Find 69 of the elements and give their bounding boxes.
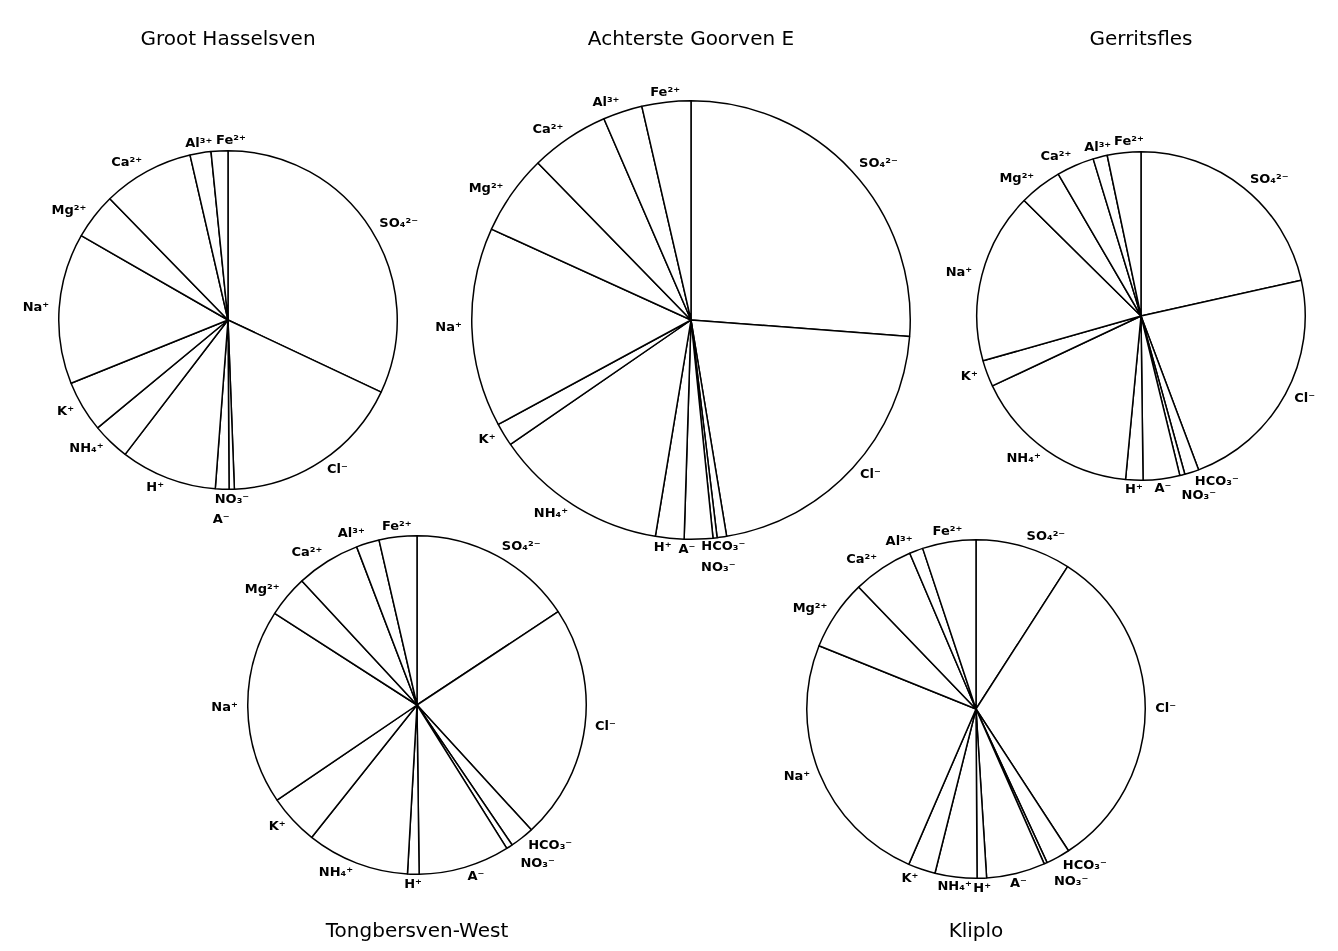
slice-label: NO₃⁻ bbox=[701, 559, 736, 575]
slice-label: Ca²⁺ bbox=[532, 120, 564, 136]
slice-label: Mg²⁺ bbox=[999, 169, 1035, 185]
slice-label: NH₄⁺ bbox=[69, 440, 104, 456]
slice-label: HCO₃⁻ bbox=[1062, 857, 1107, 873]
slice-label: Mg²⁺ bbox=[244, 581, 280, 597]
slice-label: Al³⁺ bbox=[185, 134, 213, 150]
slice-label: Fe²⁺ bbox=[932, 523, 963, 539]
chart-title: Groot Hasselsven bbox=[139, 26, 317, 50]
slice-label: SO₄²⁻ bbox=[1249, 171, 1289, 187]
slice-label: H⁺ bbox=[1125, 481, 1143, 497]
slice-label: HCO₃⁻ bbox=[1194, 473, 1239, 489]
slice-label: Na⁺ bbox=[435, 319, 462, 335]
slice-label: NH₄⁺ bbox=[318, 863, 354, 879]
slice-label: H⁺ bbox=[146, 478, 165, 494]
slice-label: SO₄²⁻ bbox=[1026, 528, 1066, 544]
chart-title: Gerritsfles bbox=[1088, 26, 1194, 50]
slice-label: A⁻ bbox=[212, 510, 230, 526]
slice-label: Al³⁺ bbox=[592, 93, 620, 109]
slice-label: Na⁺ bbox=[945, 264, 973, 280]
slice-label: Na⁺ bbox=[783, 768, 811, 784]
slice-label: Fe²⁺ bbox=[1114, 133, 1144, 149]
slice-label: Cl⁻ bbox=[860, 466, 881, 482]
slice-label: A⁻ bbox=[467, 868, 485, 884]
slice-label: HCO₃⁻ bbox=[528, 836, 573, 852]
slice-label: K⁺ bbox=[57, 403, 74, 419]
slice-label: NO₃⁻ bbox=[1053, 872, 1089, 888]
text: Tongbersven-West bbox=[324, 918, 510, 942]
slice-label: NO₃⁻ bbox=[214, 490, 250, 506]
slice-label: A⁻ bbox=[1154, 480, 1172, 496]
slice-label: Mg²⁺ bbox=[792, 600, 828, 616]
slice-label: A⁻ bbox=[678, 540, 696, 556]
slice-label: Mg²⁺ bbox=[51, 201, 87, 217]
slice-label: Na⁺ bbox=[211, 698, 238, 714]
chart-title: Achterste Goorven E bbox=[586, 26, 796, 50]
slice-label: SO₄²⁻ bbox=[501, 538, 541, 554]
slice-label: A⁻ bbox=[1009, 874, 1027, 890]
slice-label: NO₃⁻ bbox=[520, 854, 555, 870]
slice-label: H⁺ bbox=[653, 538, 672, 554]
slice-label: Al³⁺ bbox=[885, 532, 913, 548]
slice-label: SO₄²⁻ bbox=[859, 155, 898, 171]
slice-label: Cl⁻ bbox=[1155, 699, 1177, 715]
slice-label: K⁺ bbox=[268, 818, 286, 834]
slice-label: Mg²⁺ bbox=[468, 179, 504, 195]
text: Kliplo bbox=[947, 918, 1005, 942]
slice-label: Fe²⁺ bbox=[650, 83, 680, 99]
slice-label: Al³⁺ bbox=[337, 524, 365, 540]
slice-label: Al³⁺ bbox=[1084, 138, 1112, 154]
slice-label: Cl⁻ bbox=[1294, 390, 1316, 406]
slice-label: Cl⁻ bbox=[326, 460, 348, 476]
slice-label: H⁺ bbox=[404, 875, 422, 891]
slice-label: SO₄²⁻ bbox=[379, 215, 419, 231]
slice-label: Ca²⁺ bbox=[1040, 147, 1072, 163]
slice-label: H⁺ bbox=[973, 879, 992, 895]
slice-label: K⁺ bbox=[901, 870, 919, 886]
slice-label: Na⁺ bbox=[22, 299, 50, 314]
slice-label: Fe²⁺ bbox=[216, 131, 246, 147]
slice-label: K⁺ bbox=[960, 368, 978, 384]
slice-label: Cl⁻ bbox=[594, 718, 616, 734]
slice-label: Ca²⁺ bbox=[846, 550, 878, 566]
slice-label: NH₄⁺ bbox=[533, 504, 569, 520]
slice-label: Ca²⁺ bbox=[291, 544, 323, 560]
slice-label: NH₄⁺ bbox=[937, 878, 972, 894]
slice-label: HCO₃⁻ bbox=[701, 538, 746, 554]
slice-label: Fe²⁺ bbox=[381, 518, 412, 534]
slice-label: Ca²⁺ bbox=[111, 154, 143, 170]
slice-label: NH₄⁺ bbox=[1006, 449, 1041, 465]
slice-label: K⁺ bbox=[478, 431, 496, 447]
slice-label: NO₃⁻ bbox=[1181, 487, 1217, 503]
